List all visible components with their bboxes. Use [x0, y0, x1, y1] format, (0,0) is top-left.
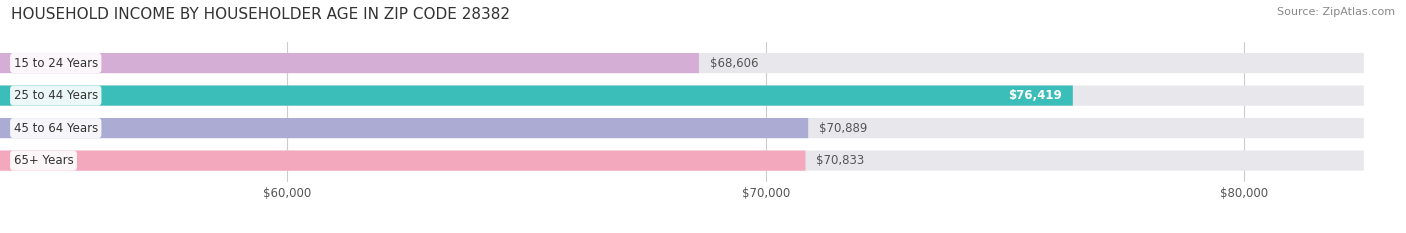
Text: $70,889: $70,889 [820, 122, 868, 135]
FancyBboxPatch shape [0, 53, 699, 73]
FancyBboxPatch shape [0, 151, 806, 171]
Text: Source: ZipAtlas.com: Source: ZipAtlas.com [1277, 7, 1395, 17]
Text: $76,419: $76,419 [1008, 89, 1062, 102]
FancyBboxPatch shape [0, 151, 1364, 171]
Text: 15 to 24 Years: 15 to 24 Years [14, 57, 98, 70]
FancyBboxPatch shape [0, 86, 1073, 106]
Text: HOUSEHOLD INCOME BY HOUSEHOLDER AGE IN ZIP CODE 28382: HOUSEHOLD INCOME BY HOUSEHOLDER AGE IN Z… [11, 7, 510, 22]
FancyBboxPatch shape [0, 53, 1364, 73]
Text: 25 to 44 Years: 25 to 44 Years [14, 89, 98, 102]
FancyBboxPatch shape [0, 86, 1364, 106]
Text: 65+ Years: 65+ Years [14, 154, 73, 167]
FancyBboxPatch shape [0, 118, 1364, 138]
Text: $70,833: $70,833 [817, 154, 865, 167]
FancyBboxPatch shape [0, 118, 808, 138]
Text: $68,606: $68,606 [710, 57, 758, 70]
Text: 45 to 64 Years: 45 to 64 Years [14, 122, 98, 135]
